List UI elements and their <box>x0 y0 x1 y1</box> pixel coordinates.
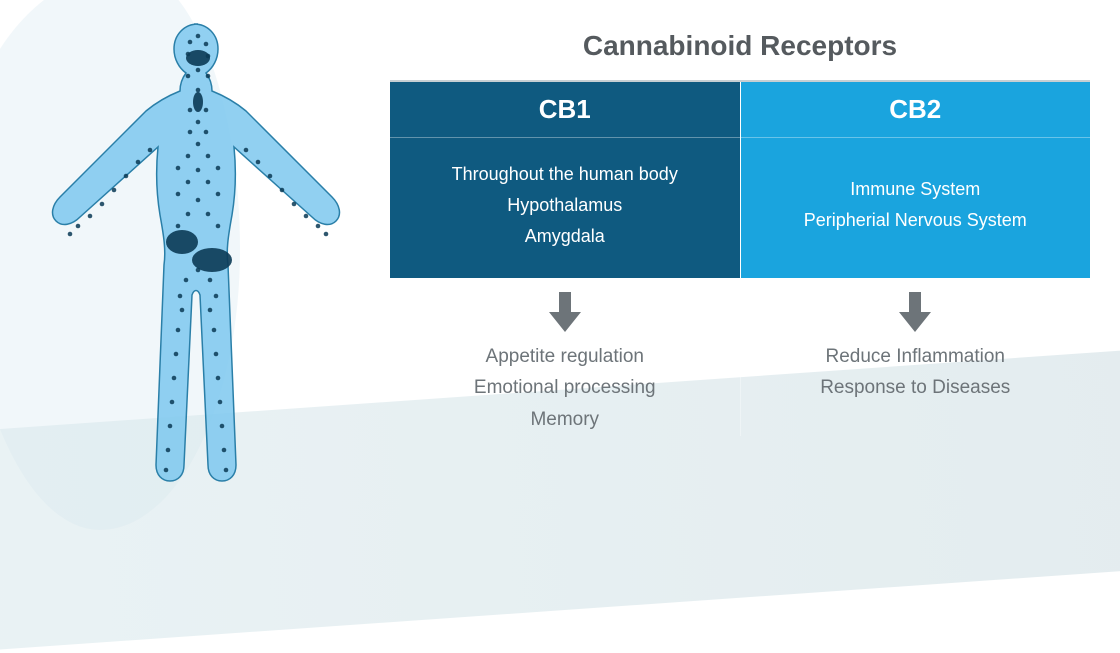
column-body-cb1: Throughout the human body Hypothalamus Amy… <box>390 138 740 278</box>
panel-title: Cannabinoid Receptors <box>390 30 1090 62</box>
column-cb2: CB2 Immune System Peripherial Nervous Syst… <box>740 82 1091 436</box>
column-body-cb2: Immune System Peripherial Nervous System <box>741 138 1091 278</box>
effects-cb1: Appetite regulationEmotional processing M… <box>390 340 740 436</box>
location-item: Hypothalamus <box>402 195 728 216</box>
arrow-down-icon <box>390 292 740 332</box>
effect-item: Emotional processing <box>390 373 740 402</box>
human-figure <box>30 10 370 510</box>
column-header-cb2: CB2 <box>741 82 1091 138</box>
effect-item: Reduce Inflammation <box>741 342 1091 371</box>
effects-cb2: Reduce InflammationResponse to Diseases <box>741 340 1091 405</box>
effect-item: Appetite regulation <box>390 342 740 371</box>
column-cb1: CB1 Throughout the human body Hypothalamus… <box>390 82 740 436</box>
effect-item: Memory <box>390 405 740 434</box>
column-header-cb1: CB1 <box>390 82 740 138</box>
arrow-down-icon <box>741 292 1091 332</box>
location-item: Immune System <box>753 179 1079 200</box>
location-item: Throughout the human body <box>402 164 728 185</box>
location-item: Amygdala <box>402 226 728 247</box>
info-panel: Cannabinoid Receptors CB1Throughout the … <box>390 30 1090 436</box>
effect-item: Response to Diseases <box>741 373 1091 402</box>
human-body-svg <box>30 10 370 510</box>
location-item: Peripherial Nervous System <box>753 210 1079 231</box>
receptor-table: CB1 Throughout the human body Hypothalamus… <box>390 80 1090 436</box>
